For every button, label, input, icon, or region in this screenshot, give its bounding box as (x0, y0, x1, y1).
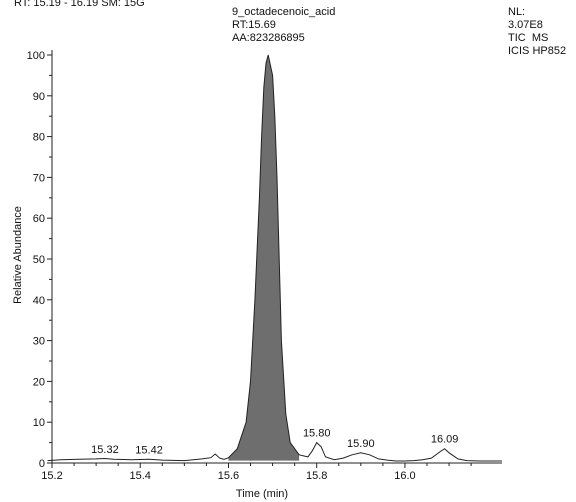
y-tick-label: 20 (33, 376, 45, 388)
peak-area-label: AA:823286895 (232, 32, 305, 44)
main-peak-fill (229, 55, 300, 461)
peak-rt-label: 15.80 (303, 428, 331, 440)
y-tick-label: 70 (33, 172, 45, 184)
nl-label: NL: (508, 6, 525, 18)
peak-rt-label: RT:15.69 (232, 19, 276, 31)
y-axis-ticks: 0 10 20 30 40 50 60 70 80 90 100 (27, 50, 52, 470)
peak-rt-label: 15.90 (347, 438, 375, 450)
y-axis-title: Relative Abundance (12, 206, 24, 304)
y-tick-label: 60 (33, 213, 45, 225)
header-text: RT: 15.19 - 16.19 SM: 15G (14, 0, 145, 9)
source-label: ICIS HP852 (508, 45, 566, 57)
y-tick-label: 80 (33, 132, 45, 144)
y-tick-label: 10 (33, 417, 45, 429)
x-tick-label: 16.0 (394, 470, 415, 482)
peak-rt-label: 15.32 (91, 444, 119, 456)
peak-name-label: 9_octadecenoic_acid (232, 6, 335, 18)
y-tick-label: 0 (39, 458, 45, 470)
x-tick-label: 15.8 (306, 470, 327, 482)
peak-rt-label: 16.09 (431, 434, 459, 446)
y-tick-label: 30 (33, 336, 45, 348)
nl-value: 3.07E8 (508, 19, 543, 31)
peak-rt-label: 15.42 (135, 445, 163, 457)
x-tick-label: 15.6 (218, 470, 239, 482)
x-axis-ticks: 15.2 15.4 15.6 15.8 16.0 (41, 463, 471, 482)
y-tick-label: 90 (33, 91, 45, 103)
y-tick-label: 100 (27, 50, 45, 62)
y-tick-label: 50 (33, 254, 45, 266)
y-tick-label: 40 (33, 295, 45, 307)
x-axis-title: Time (min) (236, 488, 288, 500)
scan-mode-label: TIC MS (508, 32, 548, 44)
x-tick-label: 15.2 (41, 470, 62, 482)
x-tick-label: 15.4 (130, 470, 151, 482)
